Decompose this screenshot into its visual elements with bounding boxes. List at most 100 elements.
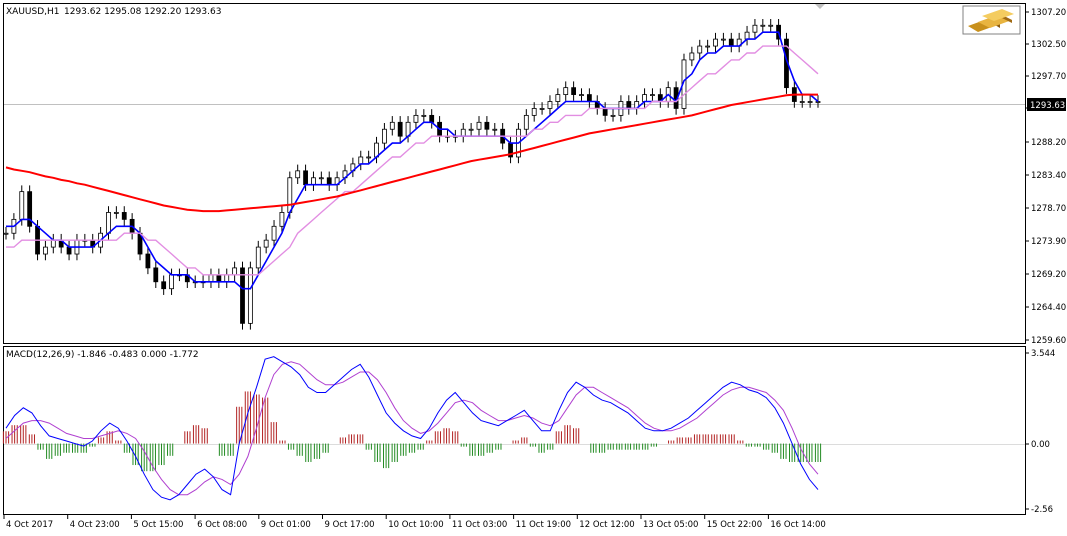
candle-body xyxy=(689,52,695,61)
candle-body xyxy=(382,128,387,144)
candle-body xyxy=(161,281,167,290)
candle-body xyxy=(303,170,308,186)
macd-tick-label: 0.00 xyxy=(1031,440,1050,450)
candle-body xyxy=(642,94,647,102)
current-price-text: 1293.63 xyxy=(1030,101,1065,111)
gold-bars-icon xyxy=(962,5,1021,35)
candle-body xyxy=(397,121,403,137)
price-tick-label: 1307.20 xyxy=(1031,8,1066,18)
candle-body xyxy=(484,121,490,130)
candle-body xyxy=(807,101,813,103)
macd-tick-label: -2.56 xyxy=(1031,505,1053,515)
candle-body xyxy=(27,191,33,227)
candle-body xyxy=(421,114,427,117)
candle-body xyxy=(815,101,821,103)
candle-body xyxy=(799,101,805,103)
candle-body xyxy=(531,108,537,116)
time-tick-label: 16 Oct 14:00 xyxy=(770,520,825,530)
candle-body xyxy=(713,38,718,47)
macd-tick-label: 3.544 xyxy=(1031,349,1055,359)
price-tick-label: 1259.60 xyxy=(1031,336,1066,346)
time-tick-label: 13 Oct 05:00 xyxy=(643,520,698,530)
macd-panel-frame xyxy=(3,346,1026,515)
time-tick-label: 10 Oct 10:00 xyxy=(388,520,443,530)
candle-body xyxy=(358,156,364,165)
candle-body xyxy=(760,24,766,27)
candle-body xyxy=(768,24,774,27)
candle-body xyxy=(295,170,301,179)
price-tick-label: 1273.90 xyxy=(1031,237,1066,247)
candle-body xyxy=(460,128,466,137)
candle-body xyxy=(224,274,230,283)
candle-body xyxy=(3,232,9,235)
time-tick-label: 9 Oct 01:00 xyxy=(261,520,311,530)
candle-body xyxy=(720,38,726,41)
price-axis: 1307.201302.501297.701293.001288.201283.… xyxy=(1025,8,1066,346)
macd-label: MACD(12,26,9) -1.846 -0.483 0.000 -1.772 xyxy=(6,350,199,360)
candle-body xyxy=(43,246,48,255)
price-tick-label: 1297.70 xyxy=(1031,72,1066,82)
macd-lines xyxy=(5,356,819,501)
candle-body xyxy=(318,177,324,180)
time-tick-label: 11 Oct 03:00 xyxy=(452,520,507,530)
candle-body xyxy=(311,177,316,186)
ma-line-1 xyxy=(6,31,819,290)
time-axis: 4 Oct 2017 4 Oct 23:00 5 Oct 15:00 6 Oct 08… xyxy=(3,515,826,530)
candle-body xyxy=(169,274,174,290)
macd-axis: 3.544 0.00 -2.56 xyxy=(1025,349,1055,515)
candle-body xyxy=(626,101,632,109)
candle-body xyxy=(697,45,703,54)
candle-body xyxy=(106,212,111,234)
candle-body xyxy=(366,156,372,159)
candle-body xyxy=(752,24,758,33)
candle-body xyxy=(468,128,474,131)
time-tick-label: 5 Oct 15:00 xyxy=(133,520,183,530)
candle-body xyxy=(523,114,529,130)
candle-body xyxy=(113,212,119,214)
moving-averages xyxy=(5,31,819,290)
candle-body xyxy=(247,267,253,324)
current-price-tag: 1293.63 xyxy=(1027,98,1066,111)
candle-body xyxy=(287,177,293,213)
candle-body xyxy=(563,87,569,95)
time-tick-label: 12 Oct 12:00 xyxy=(579,520,634,530)
candle-body xyxy=(579,94,584,96)
candle-body xyxy=(413,114,419,123)
candle-body xyxy=(263,239,269,248)
price-tick-label: 1283.40 xyxy=(1031,171,1066,181)
candle-body xyxy=(586,94,592,102)
candle-body xyxy=(571,87,577,95)
price-tick-label: 1302.50 xyxy=(1031,40,1066,50)
candle-body xyxy=(271,225,277,241)
ohlc-label: 1293.62 1295.08 1292.20 1293.63 xyxy=(64,7,221,17)
candle-body xyxy=(145,253,151,269)
candle-body xyxy=(389,121,395,130)
candle-body xyxy=(50,239,56,248)
candle-body xyxy=(240,267,245,324)
candle-body xyxy=(650,94,655,96)
candle-body xyxy=(602,108,608,116)
candle-body xyxy=(539,108,545,110)
price-tick-label: 1278.70 xyxy=(1031,204,1066,214)
macd-signal-line xyxy=(5,361,819,496)
macd-histogram xyxy=(2,391,822,472)
time-tick-label: 9 Oct 17:00 xyxy=(325,520,375,530)
candle-body xyxy=(326,177,332,186)
candle-body xyxy=(492,128,498,131)
candle-body xyxy=(255,246,261,269)
time-tick-label: 11 Oct 19:00 xyxy=(516,520,571,530)
candle-body xyxy=(121,212,127,220)
time-tick-label: 4 Oct 23:00 xyxy=(70,520,120,530)
main-panel-frame xyxy=(3,3,1026,344)
candle-body xyxy=(728,38,734,47)
time-tick-label: 6 Oct 08:00 xyxy=(197,520,247,530)
candle-body xyxy=(66,246,72,255)
time-tick-label: 15 Oct 22:00 xyxy=(707,520,762,530)
chart-shift-marker[interactable] xyxy=(815,4,825,9)
price-tick-label: 1269.20 xyxy=(1031,270,1066,280)
candle-body xyxy=(547,101,553,109)
candle-body xyxy=(429,114,435,123)
candle-body xyxy=(476,121,482,130)
candle-body xyxy=(216,274,222,283)
